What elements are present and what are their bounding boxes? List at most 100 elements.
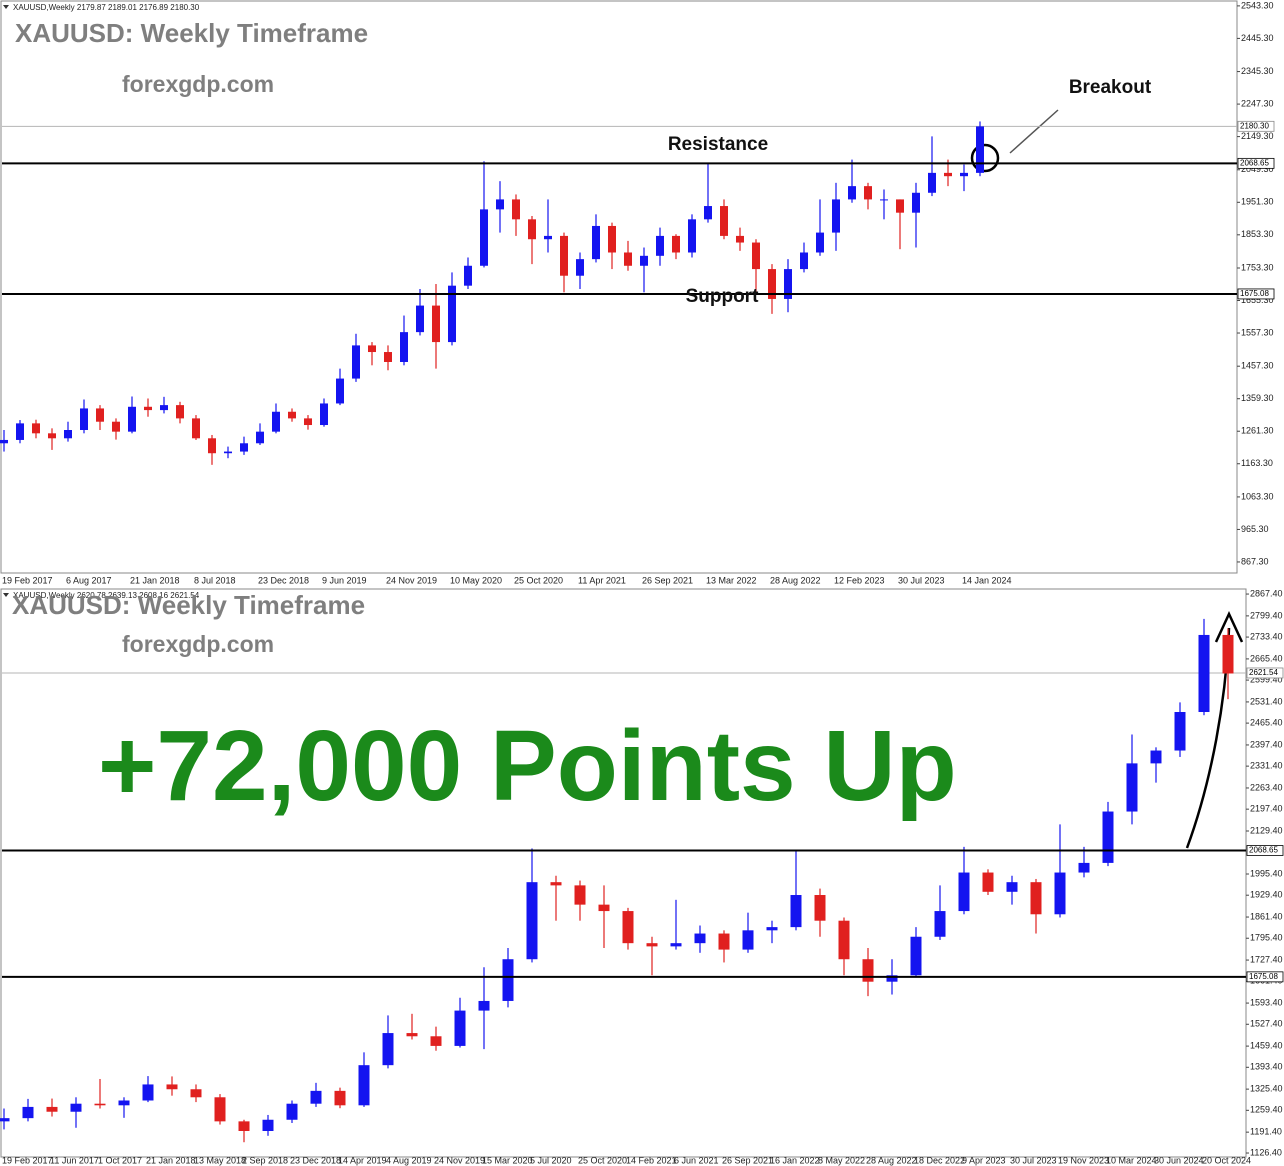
candle-body	[886, 975, 898, 982]
candle-body	[496, 199, 504, 210]
y-tick-label: 1459.40	[1250, 1040, 1283, 1050]
chart-header: XAUUSD,Weekly 2620.78 2639.13 2608.16 26…	[13, 591, 200, 600]
candle-body	[752, 242, 760, 270]
candle-body	[832, 199, 840, 233]
candle-body	[528, 219, 536, 240]
candle-body	[238, 1121, 250, 1131]
x-tick-label: 23 Dec 2018	[258, 575, 309, 585]
x-tick-label: 4 Aug 2019	[386, 1155, 432, 1165]
chart-subtitle: forexgdp.com	[122, 71, 274, 97]
y-tick-label: 1593.40	[1250, 997, 1283, 1007]
candle-body	[624, 252, 632, 266]
candle-body	[288, 411, 296, 419]
candle-body	[96, 408, 104, 422]
candle-body	[1126, 763, 1138, 812]
candle-body	[1030, 882, 1042, 915]
x-tick-label: 2 Sep 2018	[242, 1155, 288, 1165]
y-tick-label: 1853.30	[1241, 229, 1274, 239]
candle-body	[982, 872, 994, 892]
x-tick-label: 9 Apr 2023	[962, 1155, 1006, 1165]
price-tag	[1237, 288, 1275, 300]
x-tick-label: 16 Jan 2022	[770, 1155, 820, 1165]
x-tick-label: 21 Jan 2018	[146, 1155, 196, 1165]
x-tick-label: 13 Mar 2022	[706, 575, 757, 585]
annotation: Breakout	[1069, 77, 1152, 98]
x-tick-label: 19 Nov 2023	[1058, 1155, 1109, 1165]
candle-body	[896, 199, 904, 213]
candle-body	[800, 252, 808, 270]
y-tick-label: 2799.40	[1250, 610, 1283, 620]
x-tick-label: 10 Mar 2024	[1106, 1155, 1157, 1165]
candle-body	[718, 933, 730, 950]
price-tag	[1246, 971, 1284, 983]
y-tick-label: 2049.30	[1241, 164, 1274, 174]
candle-body	[544, 235, 552, 240]
candle-body	[656, 235, 664, 256]
price-tag	[1246, 845, 1284, 856]
y-tick-label: 1191.40	[1250, 1127, 1282, 1137]
y-tick-label: 965.30	[1241, 524, 1269, 534]
annotation: Support	[686, 286, 759, 307]
menu-icon	[3, 593, 9, 597]
candle-body	[1054, 872, 1066, 915]
y-tick-label: 1929.40	[1250, 890, 1283, 900]
y-tick-label: 2665.40	[1250, 653, 1283, 663]
x-tick-label: 30 Jul 2023	[898, 575, 945, 585]
candle-body	[934, 911, 946, 937]
y-tick-label: 2331.40	[1250, 761, 1283, 771]
x-tick-label: 10 May 2020	[450, 575, 502, 585]
x-tick-label: 26 Sep 2021	[642, 575, 693, 585]
candle-body	[502, 959, 514, 1001]
candle-body	[688, 219, 696, 253]
candle-body	[336, 378, 344, 404]
candle-body	[310, 1090, 322, 1104]
candle-body	[1006, 882, 1018, 892]
y-tick-label: 2867.40	[1250, 588, 1283, 598]
x-tick-label: 11 Apr 2021	[578, 575, 626, 585]
candle-body	[304, 418, 312, 426]
x-tick-label: 28 Aug 2022	[770, 575, 821, 585]
candle-body	[880, 199, 888, 201]
candle-body	[448, 285, 456, 343]
y-tick-label: 2531.40	[1250, 696, 1283, 706]
candle-body	[1150, 750, 1162, 764]
annotation: Resistance	[668, 134, 768, 155]
chart-subtitle: forexgdp.com	[122, 631, 274, 657]
candle-body	[816, 232, 824, 253]
candle-body	[176, 405, 184, 419]
candle-body	[286, 1103, 298, 1120]
y-tick-label: 2397.40	[1250, 739, 1283, 749]
x-tick-label: 1 Oct 2017	[98, 1155, 142, 1165]
x-tick-label: 14 Feb 2021	[626, 1155, 677, 1165]
price-tag-label: 2068.65	[1249, 846, 1278, 855]
y-tick-label: 867.30	[1241, 556, 1269, 566]
candle-body	[272, 411, 280, 432]
y-tick-label: 1727.40	[1250, 954, 1283, 964]
x-tick-label: 5 Jul 2020	[530, 1155, 572, 1165]
candle-body	[400, 332, 408, 362]
up-arrow-head	[1214, 611, 1244, 643]
candle-body	[1174, 712, 1186, 751]
x-tick-label: 19 Feb 2017	[2, 1155, 53, 1165]
y-tick-label: 1063.30	[1241, 491, 1274, 501]
candle-body	[454, 1010, 466, 1046]
candle-body	[224, 451, 232, 454]
y-tick-label: 2247.30	[1241, 98, 1274, 108]
y-tick-label: 2263.40	[1250, 782, 1283, 792]
candle-body	[478, 1000, 490, 1011]
candle-body	[358, 1065, 370, 1106]
y-tick-label: 1359.30	[1241, 393, 1274, 403]
candle-body	[526, 882, 538, 960]
candle-body	[944, 172, 952, 177]
x-tick-label: 8 May 2022	[818, 1155, 865, 1165]
candle-body	[320, 403, 328, 426]
y-tick-label: 2345.30	[1241, 66, 1274, 76]
x-tick-label: 12 Feb 2023	[834, 575, 885, 585]
candle-body	[928, 172, 936, 193]
price-tag-label: 1675.08	[1240, 289, 1269, 298]
candle-body	[768, 269, 776, 299]
price-tag	[1237, 157, 1275, 169]
candle-body	[46, 1106, 58, 1112]
candle-body	[550, 882, 562, 886]
